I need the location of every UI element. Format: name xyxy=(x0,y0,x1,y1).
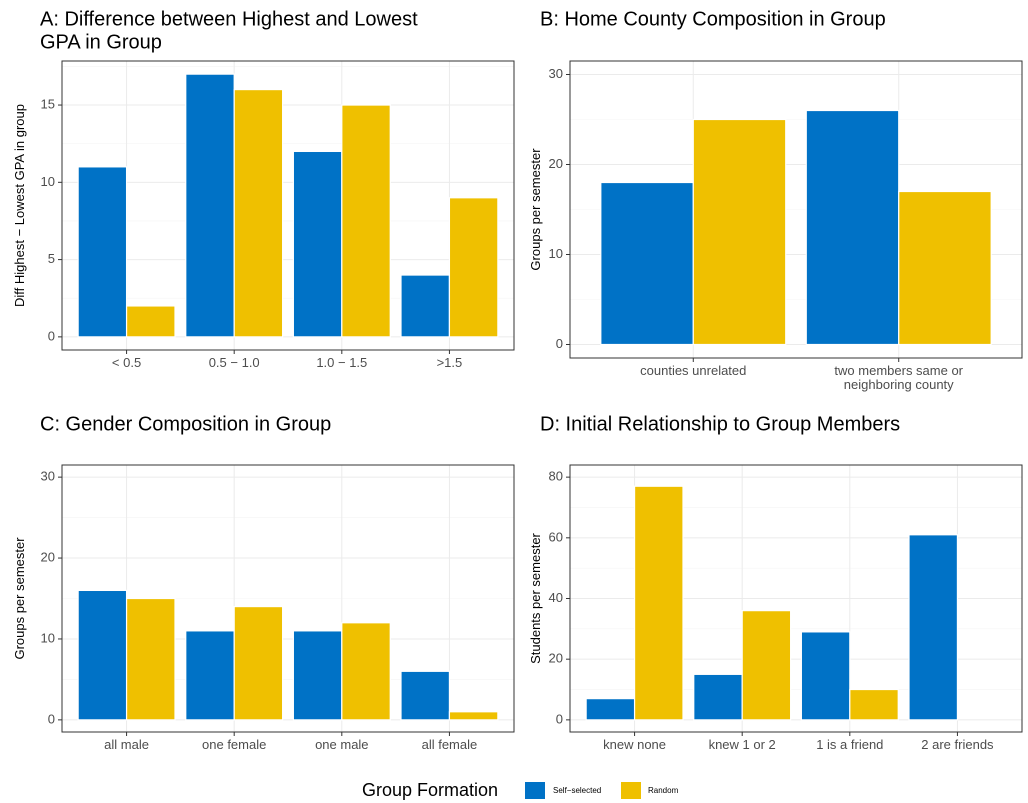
x-tick-label: >1.5 xyxy=(437,355,463,370)
legend-label-random: Random xyxy=(648,786,679,795)
y-tick-label: 10 xyxy=(41,174,55,189)
x-tick-label: one female xyxy=(202,737,266,752)
bar-a-random-2 xyxy=(233,88,284,338)
bar-d-random-1 xyxy=(633,485,684,721)
bar-d-self-selected-1 xyxy=(585,698,636,721)
legend-label-self-selected: Self−selected xyxy=(553,786,601,795)
x-tick-label: two members same or xyxy=(834,363,963,378)
y-tick-label: 0 xyxy=(48,328,55,343)
legend-swatch-random xyxy=(621,782,641,799)
panel-a-title: GPA in Group xyxy=(40,31,162,53)
bar-c-random-4 xyxy=(448,711,499,721)
panel-a-border xyxy=(61,60,515,351)
panel-c-border xyxy=(61,464,515,733)
panel-b-title: B: Home County Composition in Group xyxy=(540,8,886,30)
y-tick-label: 20 xyxy=(549,651,563,666)
panel-b-ylabel: Groups per semester xyxy=(528,148,543,271)
y-tick-label: 10 xyxy=(41,630,55,645)
legend-swatch-self-selected xyxy=(525,782,545,799)
panel-b: B: Home County Composition in Group 0 10 20… xyxy=(528,8,1023,392)
bar-c-self-selected-3 xyxy=(292,630,343,721)
bar-d-self-selected-4 xyxy=(908,534,959,721)
y-tick-label: 5 xyxy=(48,251,55,266)
y-tick-label: 0 xyxy=(556,336,563,351)
y-tick-label: 20 xyxy=(549,156,563,171)
x-tick-label: knew 1 or 2 xyxy=(709,737,776,752)
x-tick-label: 1.0 − 1.5 xyxy=(316,355,367,370)
bar-a-self-selected-4 xyxy=(400,274,451,338)
x-tick-label: one male xyxy=(315,737,368,752)
x-tick-label: < 0.5 xyxy=(112,355,141,370)
bar-c-random-3 xyxy=(341,622,391,721)
bar-a-self-selected-1 xyxy=(77,166,128,338)
bar-c-random-2 xyxy=(233,605,284,721)
x-tick-label: counties unrelated xyxy=(640,363,746,378)
bar-b-self-selected-1 xyxy=(600,181,694,346)
x-tick-label: all male xyxy=(104,737,149,752)
panel-d: D: Initial Relationship to Group Members… xyxy=(528,413,1023,752)
bar-c-self-selected-4 xyxy=(400,670,451,721)
y-tick-label: 40 xyxy=(549,590,563,605)
y-tick-label: 0 xyxy=(48,711,55,726)
bar-b-self-selected-2 xyxy=(805,109,900,346)
bar-a-random-1 xyxy=(125,305,176,338)
panel-a-ylabel: Diff Highest − Lowest GPA in group xyxy=(12,104,27,307)
bar-c-random-1 xyxy=(125,597,176,721)
bar-d-random-3 xyxy=(849,688,899,721)
panel-d-title: D: Initial Relationship to Group Members xyxy=(540,413,900,435)
bar-a-self-selected-3 xyxy=(292,150,343,338)
bar-a-self-selected-2 xyxy=(185,73,235,338)
y-tick-label: 30 xyxy=(41,469,55,484)
x-tick-label: knew none xyxy=(603,737,666,752)
x-tick-label: all female xyxy=(422,737,478,752)
y-tick-label: 15 xyxy=(41,96,55,111)
panel-c-ylabel: Groups per semester xyxy=(12,537,27,660)
y-tick-label: 10 xyxy=(549,246,563,261)
bar-b-random-2 xyxy=(898,190,992,346)
y-tick-label: 0 xyxy=(556,711,563,726)
x-tick-label: neighboring county xyxy=(844,377,954,392)
panel-d-border xyxy=(569,464,1023,733)
panel-b-border xyxy=(569,60,1023,359)
bar-a-random-3 xyxy=(341,104,391,338)
y-tick-label: 60 xyxy=(549,529,563,544)
legend-title: Group Formation xyxy=(362,780,498,800)
panels: A: Difference between Highest and Lowest… xyxy=(12,8,1023,752)
bar-b-random-1 xyxy=(692,118,787,346)
bar-d-self-selected-3 xyxy=(800,631,851,721)
x-tick-label: 0.5 − 1.0 xyxy=(209,355,260,370)
legend: Group Formation Self−selected Random xyxy=(362,780,679,800)
x-tick-label: 1 is a friend xyxy=(816,737,883,752)
panel-a-title: A: Difference between Highest and Lowest xyxy=(40,8,418,30)
y-tick-label: 30 xyxy=(549,66,563,81)
panel-c: C: Gender Composition in Group 0 10 20 30 all… xyxy=(12,413,515,752)
bar-d-self-selected-2 xyxy=(693,673,743,721)
y-tick-label: 80 xyxy=(549,469,563,484)
bar-a-random-4 xyxy=(448,197,499,338)
panel-c-title: C: Gender Composition in Group xyxy=(40,413,331,435)
bar-c-self-selected-1 xyxy=(77,589,128,721)
y-tick-label: 20 xyxy=(41,549,55,564)
bar-c-self-selected-2 xyxy=(185,630,235,721)
bar-d-random-2 xyxy=(741,610,792,721)
panel-a: A: Difference between Highest and Lowest… xyxy=(12,8,515,370)
x-tick-label: 2 are friends xyxy=(921,737,994,752)
panel-d-ylabel: Students per semester xyxy=(528,532,543,663)
